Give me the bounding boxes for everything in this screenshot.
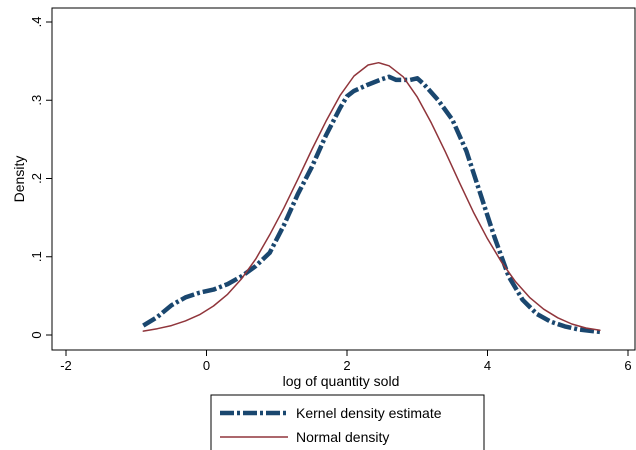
legend-box — [210, 394, 485, 450]
x-axis: -2 0 2 4 6 — [60, 350, 632, 373]
y-axis: 0 .1 .2 .3 .4 — [29, 17, 52, 339]
y-axis-title: Density — [11, 156, 27, 203]
y-tick-label: 0 — [29, 331, 44, 338]
x-tick-label: 0 — [203, 358, 210, 373]
x-tick-label: -2 — [60, 358, 72, 373]
legend-label-normal: Normal density — [296, 429, 389, 445]
y-tick-label: .3 — [29, 95, 44, 106]
series-line-normal — [142, 61, 601, 332]
x-axis-title: log of quantity sold — [283, 373, 400, 389]
y-tick-label: .2 — [29, 173, 44, 184]
y-tick-label: .1 — [29, 251, 44, 262]
legend: Kernel density estimate Normal density — [210, 394, 485, 450]
plot-frame — [51, 7, 636, 351]
series-line-kernel — [142, 74, 601, 335]
x-tick-label: 6 — [624, 358, 631, 373]
x-tick-label: 4 — [484, 358, 491, 373]
x-tick-label: 2 — [343, 358, 350, 373]
y-tick-label: .4 — [29, 17, 44, 28]
legend-label-kernel: Kernel density estimate — [296, 405, 442, 421]
series-layer — [142, 61, 601, 335]
